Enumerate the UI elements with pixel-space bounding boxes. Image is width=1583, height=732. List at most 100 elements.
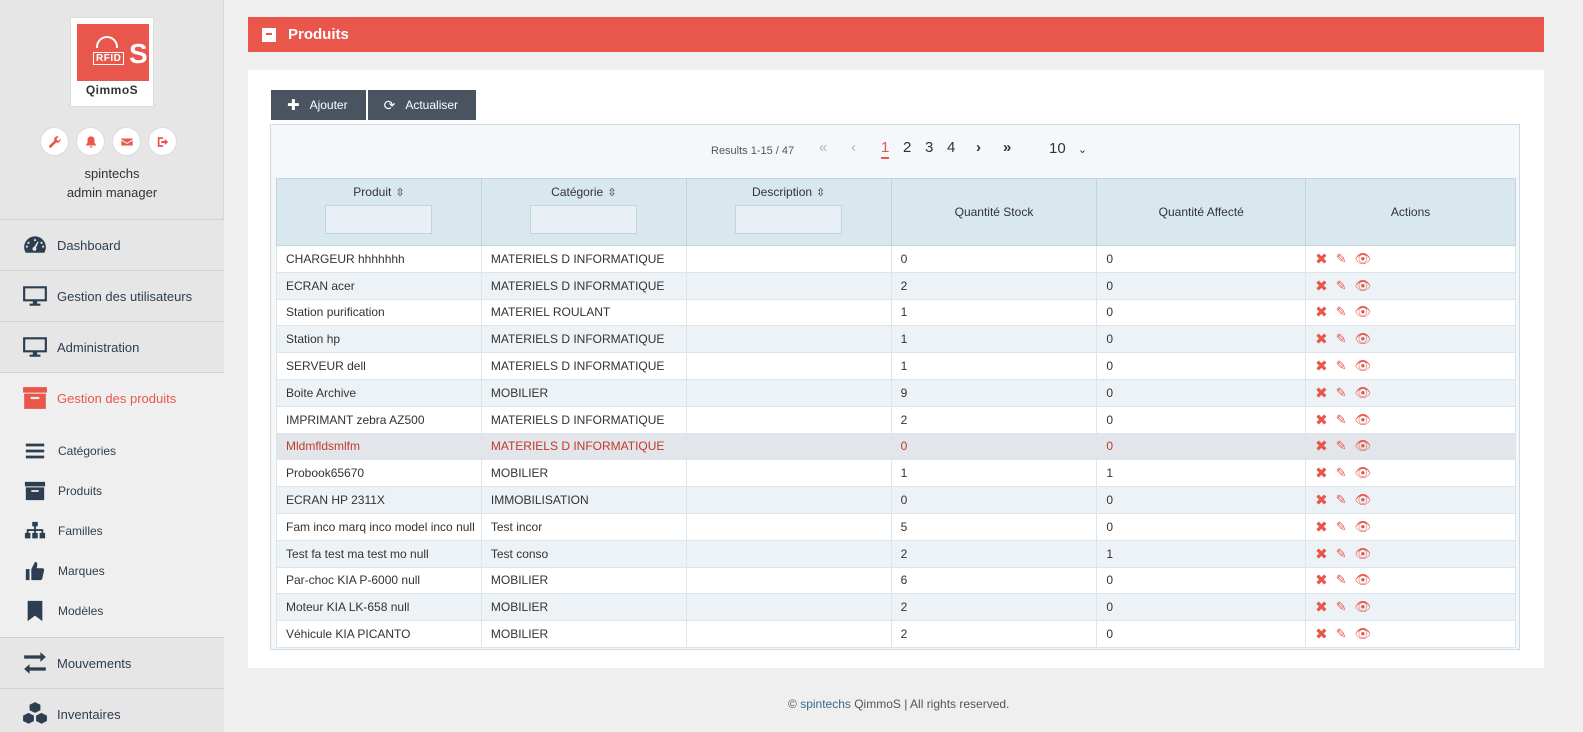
refresh-button[interactable]: ⟳ Actualiser [367,90,477,120]
delete-icon[interactable]: ✖ [1315,331,1328,349]
footer-brand-link[interactable]: spintechs [800,697,851,711]
page-link-4[interactable]: 4 [947,139,956,156]
delete-icon[interactable]: ✖ [1315,545,1328,563]
page-link-3[interactable]: 3 [925,139,934,156]
delete-icon[interactable]: ✖ [1315,384,1328,402]
edit-icon[interactable]: ✎ [1335,250,1347,266]
page-link-1[interactable]: 1 [881,139,890,159]
submenu-item-produits[interactable]: Produits [0,471,224,511]
eye-icon[interactable]: 👁 [1354,518,1372,534]
edit-icon[interactable]: ✎ [1335,277,1347,293]
edit-icon[interactable]: ✎ [1335,304,1347,320]
edit-icon[interactable]: ✎ [1335,384,1347,400]
eye-icon[interactable]: 👁 [1354,277,1372,293]
column-header-description[interactable]: Description ⇳ [685,178,892,246]
submenu-item-modeles[interactable]: Modèles [0,591,224,631]
table-row[interactable]: Mldmfldsmlfm MATERIELS D INFORMATIQUE 0 0 ✖ ✎… [276,432,1516,461]
last-page-icon[interactable]: » [1003,139,1012,156]
table-row[interactable]: Par-choc KIA P-6000 null MOBILIER 6 0 ✖ ✎ 👁 [276,566,1516,595]
table-row[interactable]: Véhicule KIA PICANTO MOBILIER 2 0 ✖ ✎ 👁 [276,620,1516,648]
table-row[interactable]: Probook65670 MOBILIER 1 1 ✖ ✎ 👁 [276,459,1516,488]
delete-icon[interactable]: ✖ [1315,465,1328,483]
sort-icon[interactable]: ⇳ [395,186,405,199]
prev-page-icon[interactable]: ‹ [851,139,856,156]
delete-icon[interactable]: ✖ [1315,304,1328,322]
eye-icon[interactable]: 👁 [1354,358,1372,374]
edit-icon[interactable]: ✎ [1335,411,1347,427]
table-row[interactable]: CHARGEUR hhhhhhh MATERIELS D INFORMATIQUE… [276,245,1516,273]
cell-categorie: MATERIELS D INFORMATIQUE [480,271,687,300]
table-row[interactable]: ECRAN HP 2311X IMMOBILISATION 0 0 ✖ ✎ 👁 [276,486,1516,514]
eye-icon[interactable]: 👁 [1354,250,1372,266]
sort-icon[interactable]: ⇳ [607,186,617,199]
eye-icon[interactable]: 👁 [1354,465,1372,481]
delete-icon[interactable]: ✖ [1315,599,1328,617]
table-row[interactable]: Test fa test ma test mo null Test conso 2 1… [276,539,1516,568]
eye-icon[interactable]: 👁 [1354,599,1372,615]
edit-icon[interactable]: ✎ [1335,599,1347,615]
menu-item-administration[interactable]: Administration [0,321,224,372]
edit-icon[interactable]: ✎ [1335,545,1347,561]
delete-icon[interactable]: ✖ [1315,277,1328,295]
filter-input-produit[interactable] [325,204,433,234]
next-page-icon[interactable]: › [976,139,981,156]
eye-icon[interactable]: 👁 [1354,411,1372,427]
table-row[interactable]: Station hp MATERIELS D INFORMATIQUE 1 0 ✖ ✎ 👁 [276,325,1516,354]
menu-item-users[interactable]: Gestion des utilisateurs [0,270,224,321]
page-link-2[interactable]: 2 [903,139,912,156]
edit-icon[interactable]: ✎ [1335,626,1347,642]
table-row[interactable]: Boite Archive MOBILIER 9 0 ✖ ✎ 👁 [276,378,1516,407]
menu-item-products[interactable]: Gestion des produits [0,372,224,423]
column-header-produit[interactable]: Produit ⇳ [276,178,482,246]
first-page-icon[interactable]: « [819,139,828,156]
delete-icon[interactable]: ✖ [1315,438,1328,456]
delete-icon[interactable]: ✖ [1315,411,1328,429]
edit-icon[interactable]: ✎ [1335,572,1347,588]
eye-icon[interactable]: 👁 [1354,438,1372,454]
edit-icon[interactable]: ✎ [1335,358,1347,374]
column-label-actions: Actions [1390,205,1431,219]
menu-item-mouvements[interactable]: Mouvements [0,637,224,688]
menu-item-inventaires[interactable]: Inventaires [0,688,224,732]
eye-icon[interactable]: 👁 [1354,331,1372,347]
delete-icon[interactable]: ✖ [1315,518,1328,536]
submenu-item-familles[interactable]: Familles [0,511,224,551]
menu-item-dashboard[interactable]: Dashboard [0,219,224,270]
submenu-item-marques[interactable]: Marques [0,551,224,591]
delete-icon[interactable]: ✖ [1315,492,1328,510]
archive-box-icon [22,385,48,411]
wrench-icon[interactable] [40,127,69,156]
eye-icon[interactable]: 👁 [1354,492,1372,508]
delete-icon[interactable]: ✖ [1315,626,1328,644]
eye-icon[interactable]: 👁 [1354,384,1372,400]
delete-icon[interactable]: ✖ [1315,358,1328,376]
sign-out-icon[interactable] [148,127,177,156]
table-row[interactable]: SERVEUR dell MATERIELS D INFORMATIQUE 1 0 ✖ ✎… [276,352,1516,380]
edit-icon[interactable]: ✎ [1335,465,1347,481]
column-header-categorie[interactable]: Catégorie ⇳ [480,178,687,246]
envelope-icon[interactable] [112,127,141,156]
table-row[interactable]: Fam inco marq inco model inco null Test i… [276,512,1516,541]
edit-icon[interactable]: ✎ [1335,492,1347,508]
eye-icon[interactable]: 👁 [1354,626,1372,642]
eye-icon[interactable]: 👁 [1354,545,1372,561]
eye-icon[interactable]: 👁 [1354,304,1372,320]
filter-input-description[interactable] [735,204,843,234]
add-button[interactable]: ✚ Ajouter [271,90,366,120]
edit-icon[interactable]: ✎ [1335,438,1347,454]
table-row[interactable]: Station purification MATERIEL ROULANT 1 0 ✖ ✎… [276,298,1516,327]
submenu-item-categories[interactable]: Catégories [0,431,224,471]
bell-icon[interactable] [76,127,105,156]
edit-icon[interactable]: ✎ [1335,331,1347,347]
edit-icon[interactable]: ✎ [1335,518,1347,534]
sort-icon[interactable]: ⇳ [816,186,826,199]
app-logo[interactable]: RFID S QimmoS [70,17,154,107]
eye-icon[interactable]: 👁 [1354,572,1372,588]
per-page-select[interactable]: 10 ⌄ [1049,140,1087,157]
delete-icon[interactable]: ✖ [1315,572,1328,590]
delete-icon[interactable]: ✖ [1315,250,1328,268]
filter-input-categorie[interactable] [530,204,638,234]
table-row[interactable]: ECRAN acer MATERIELS D INFORMATIQUE 2 0 ✖ ✎ 👁 [276,271,1516,300]
table-row[interactable]: Moteur KIA LK-658 null MOBILIER 2 0 ✖ ✎ 👁 [276,593,1516,622]
table-row[interactable]: IMPRIMANT zebra AZ500 MATERIELS D INFORMA… [276,405,1516,434]
